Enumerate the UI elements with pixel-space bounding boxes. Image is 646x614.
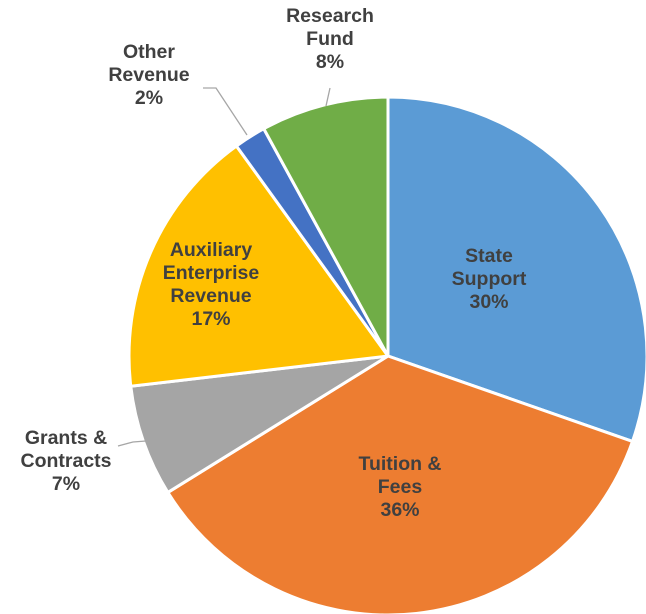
label-line-grants-contracts: Grants & [25, 427, 107, 449]
percent-label-tuition-fees: 36% [380, 499, 419, 521]
label-line-other-revenue: Revenue [108, 64, 189, 86]
label-line-research-fund: Fund [306, 28, 354, 50]
label-line-state-support: Support [452, 268, 527, 290]
percent-label-research-fund: 8% [316, 51, 344, 73]
label-grants-contracts: Grants & Contracts 7% [20, 427, 111, 495]
percent-label-grants-contracts: 7% [52, 473, 80, 495]
leader-lines [117, 87, 331, 447]
label-line-auxiliary-enterprise-revenue: Revenue [170, 285, 251, 307]
slice-auxiliary-enterprise-revenue [127, 144, 390, 388]
slice-labels: State Support 30% Tuition & Fees 36% Grants & C… [20, 5, 526, 521]
percent-label-state-support: 30% [469, 291, 508, 313]
label-research-fund: Research Fund 8% [286, 5, 374, 73]
label-line-state-support: State [465, 245, 513, 267]
label-auxiliary-enterprise-revenue: Auxiliary Enterprise Revenue 17% [163, 239, 260, 330]
label-line-auxiliary-enterprise-revenue: Enterprise [163, 262, 260, 284]
leader-line-research-fund [325, 87, 331, 107]
label-line-research-fund: Research [286, 5, 374, 27]
slice-research-fund [262, 95, 390, 358]
label-tuition-fees: Tuition & Fees 36% [358, 453, 441, 521]
label-line-other-revenue: Other [123, 41, 175, 63]
percent-label-other-revenue: 2% [135, 87, 163, 109]
label-line-tuition-fees: Fees [378, 476, 423, 498]
pie-slices [127, 95, 646, 614]
label-line-grants-contracts: Contracts [20, 450, 111, 472]
label-line-auxiliary-enterprise-revenue: Auxiliary [170, 239, 253, 261]
label-line-tuition-fees: Tuition & [358, 453, 441, 475]
leader-line-grants-contracts [117, 440, 147, 447]
percent-label-auxiliary-enterprise-revenue: 17% [191, 308, 230, 330]
label-other-revenue: Other Revenue 2% [108, 41, 189, 109]
label-state-support: State Support 30% [452, 245, 527, 313]
leader-line-other-revenue [203, 87, 248, 136]
